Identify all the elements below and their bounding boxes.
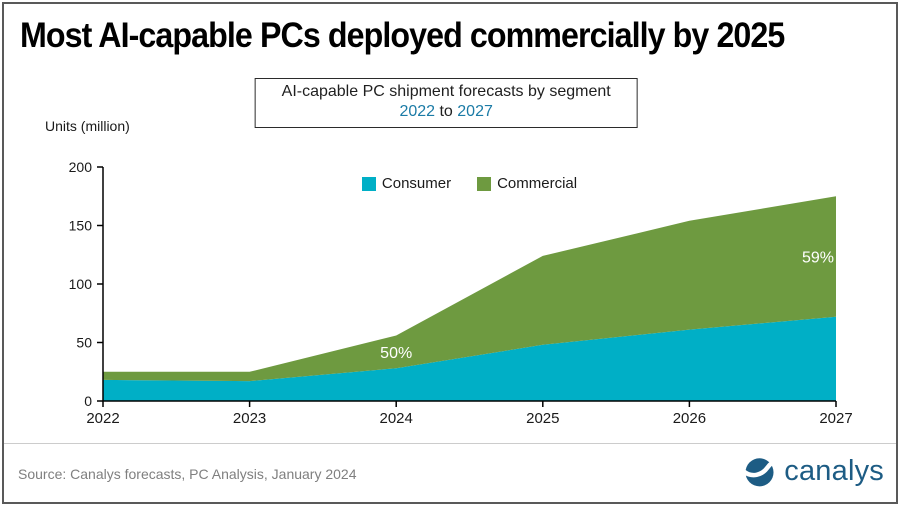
subtitle-text: AI-capable PC shipment forecasts by segm… (281, 83, 611, 100)
legend-item-consumer[interactable]: Consumer (361, 175, 452, 192)
y-tick-label: 150 (69, 218, 93, 234)
legend-label-consumer: Consumer (381, 175, 452, 192)
subtitle-box: AI-capable PC shipment forecasts by segm… (254, 78, 638, 128)
consumer-swatch-icon (361, 176, 376, 191)
area-consumer[interactable] (103, 316, 836, 401)
x-tick-label: 2025 (526, 410, 559, 427)
x-tick-label: 2023 (233, 410, 266, 427)
canalys-logo-icon (743, 458, 777, 487)
annotation-50%: 50% (380, 345, 412, 362)
legend-label-commercial: Commercial (497, 175, 578, 192)
y-tick-label: 100 (69, 276, 93, 292)
subtitle-year-start: 2022 (399, 103, 436, 120)
source-text: Source: Canalys forecasts, PC Analysis, … (18, 466, 357, 482)
area-commercial[interactable] (103, 196, 836, 382)
x-tick-label: 2022 (86, 410, 119, 427)
x-tick-label: 2024 (380, 410, 413, 427)
x-tick-label: 2026 (673, 410, 706, 427)
page-title: Most AI-capable PCs deployed commerciall… (20, 16, 785, 55)
subtitle-year-end: 2027 (457, 103, 493, 120)
canalys-logo: canalys (743, 455, 884, 488)
y-tick-label: 0 (84, 393, 92, 409)
annotation-59%: 59% (802, 250, 834, 267)
subtitle-years: 2022 to 2027 (282, 103, 611, 121)
commercial-swatch-icon (477, 176, 492, 191)
y-axis-units-label: Units (million) (45, 118, 130, 134)
canalys-logo-text: canalys (784, 455, 884, 487)
chart-legend: Consumer Commercial (103, 175, 836, 192)
legend-item-commercial[interactable]: Commercial (477, 175, 577, 192)
y-tick-label: 50 (76, 335, 92, 351)
x-tick-label: 2027 (819, 410, 852, 427)
subtitle-connector: to (439, 103, 453, 120)
footer-divider (4, 443, 896, 444)
y-tick-label: 200 (69, 159, 93, 175)
